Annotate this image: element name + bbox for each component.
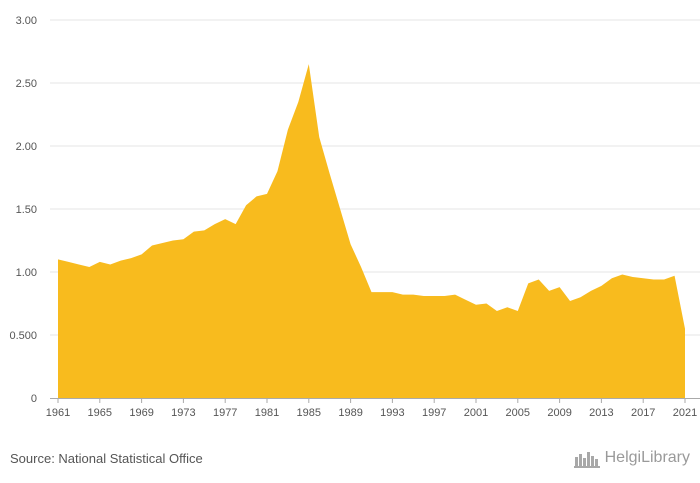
y-tick-label: 2.50 xyxy=(16,78,37,90)
axes: 0 0.500 1.00 1.50 2.00 2.50 3.00 1961 1965 1969 19… xyxy=(9,15,700,419)
y-tick-label: 0.500 xyxy=(9,330,37,342)
x-tick-label: 2009 xyxy=(547,407,571,419)
series-area-layer xyxy=(58,64,685,398)
x-tick-label: 2013 xyxy=(589,407,613,419)
x-tick-label: 1977 xyxy=(213,407,237,419)
y-tick-label: 1.00 xyxy=(16,267,37,279)
x-tick-label: 1989 xyxy=(338,407,362,419)
x-tick-label: 1997 xyxy=(422,407,446,419)
chart-footer: Source: National Statistical Office Helg… xyxy=(0,444,700,474)
x-tick-label: 1993 xyxy=(380,407,404,419)
x-tick-label: 2005 xyxy=(506,407,530,419)
x-tick-label: 1981 xyxy=(255,407,279,419)
x-tick-label: 2021 xyxy=(673,407,697,419)
x-tick-label: 1961 xyxy=(46,407,70,419)
x-tick-label: 1973 xyxy=(171,407,195,419)
series-area xyxy=(58,64,685,398)
x-tick-label: 2001 xyxy=(464,407,488,419)
y-tick-label: 2.00 xyxy=(16,141,37,153)
logo-wordmark: HelgiLibrary xyxy=(604,449,690,466)
source-note: Source: National Statistical Office xyxy=(10,451,203,466)
library-logo-icon xyxy=(573,452,600,468)
x-tick-label: 1985 xyxy=(297,407,321,419)
x-tick-label: 1965 xyxy=(88,407,112,419)
y-tick-label: 1.50 xyxy=(16,204,37,216)
x-tick-label: 1969 xyxy=(129,407,153,419)
x-tick-label: 2017 xyxy=(631,407,655,419)
y-tick-label: 0 xyxy=(31,393,37,405)
y-tick-label: 3.00 xyxy=(16,15,37,27)
area-chart: 0 0.500 1.00 1.50 2.00 2.50 3.00 1961 1965 1969 19… xyxy=(9,15,700,419)
helgilibrary-logo[interactable]: HelgiLibrary xyxy=(573,448,690,468)
